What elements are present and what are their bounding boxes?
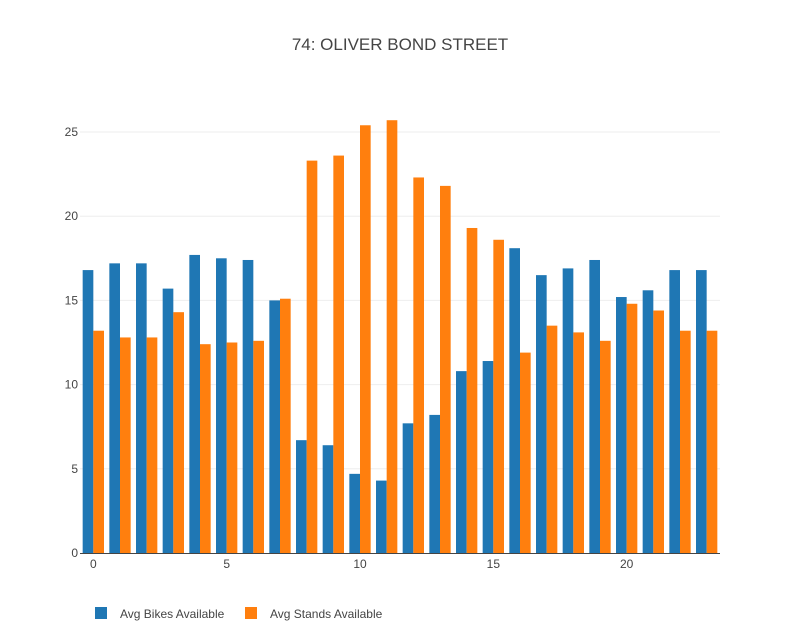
legend-item[interactable]: Avg Stands Available	[245, 607, 383, 621]
bikes-bar[interactable]	[136, 263, 147, 553]
stands-bar[interactable]	[120, 337, 131, 553]
y-tick-label: 10	[65, 378, 79, 392]
bikes-bar[interactable]	[296, 440, 307, 553]
y-tick-label: 5	[71, 462, 78, 476]
bikes-bar[interactable]	[189, 254, 200, 553]
stands-bar[interactable]	[546, 325, 558, 553]
y-tick-label: 0	[71, 546, 78, 560]
stands-bar[interactable]	[680, 330, 691, 553]
stands-bar[interactable]	[333, 155, 344, 553]
x-tick-label: 0	[90, 557, 97, 571]
bikes-bar[interactable]	[109, 263, 120, 553]
bikes-bar[interactable]	[349, 473, 360, 553]
legend-swatch	[95, 607, 107, 619]
stands-bar[interactable]	[706, 330, 718, 553]
chart-title: 74: OLIVER BOND STREET	[292, 35, 508, 54]
bikes-bar[interactable]	[376, 480, 387, 553]
legend-label: Avg Bikes Available	[120, 607, 225, 621]
stands-bar[interactable]	[493, 239, 504, 553]
bars	[82, 120, 718, 554]
bikes-bar[interactable]	[536, 275, 547, 553]
stands-bar[interactable]	[600, 340, 611, 553]
stands-bar[interactable]	[173, 312, 184, 553]
y-axis-ticks: 0 5 10 15 20 25	[65, 125, 79, 560]
stands-bar[interactable]	[360, 125, 371, 553]
x-tick-label: 5	[223, 557, 230, 571]
bikes-bar[interactable]	[696, 270, 707, 553]
bikes-bar[interactable]	[482, 361, 494, 553]
bikes-bar[interactable]	[162, 288, 174, 553]
y-tick-label: 15	[65, 293, 79, 307]
bikes-bar[interactable]	[216, 258, 227, 553]
bikes-bar[interactable]	[82, 270, 94, 553]
stands-bar[interactable]	[653, 310, 664, 553]
x-axis-ticks: 0 5 10 15 20	[90, 557, 634, 571]
bikes-bar[interactable]	[269, 300, 280, 553]
stands-bar[interactable]	[93, 330, 104, 553]
stands-bar[interactable]	[306, 160, 318, 553]
legend[interactable]: Avg Bikes Available Avg Stands Available	[95, 607, 383, 621]
x-tick-label: 15	[487, 557, 501, 571]
stands-bar[interactable]	[440, 185, 451, 553]
y-tick-label: 25	[65, 125, 79, 139]
bikes-bar[interactable]	[669, 270, 680, 553]
legend-swatch	[245, 607, 257, 619]
bikes-bar[interactable]	[509, 248, 520, 554]
bikes-bar[interactable]	[589, 259, 600, 553]
bikes-bar[interactable]	[562, 268, 574, 553]
stands-bar[interactable]	[413, 177, 424, 553]
stands-bar[interactable]	[386, 120, 398, 553]
x-tick-label: 10	[353, 557, 367, 571]
bikes-bar[interactable]	[616, 297, 627, 553]
bikes-bar[interactable]	[402, 423, 414, 553]
legend-label: Avg Stands Available	[270, 607, 383, 621]
bikes-bar[interactable]	[456, 371, 467, 553]
stands-bar[interactable]	[573, 332, 584, 553]
bikes-bar[interactable]	[642, 290, 654, 553]
bikes-bar[interactable]	[242, 259, 254, 553]
gridlines	[80, 131, 720, 470]
stands-bar[interactable]	[253, 340, 264, 553]
x-tick-label: 20	[620, 557, 634, 571]
bikes-bar[interactable]	[322, 445, 334, 553]
stands-bar[interactable]	[200, 344, 211, 553]
bikes-bar[interactable]	[429, 414, 440, 553]
stands-bar[interactable]	[226, 342, 238, 553]
legend-item[interactable]: Avg Bikes Available	[95, 607, 225, 621]
y-tick-label: 20	[65, 209, 79, 223]
stands-bar[interactable]	[466, 227, 478, 554]
stands-bar[interactable]	[626, 303, 638, 553]
stands-bar[interactable]	[520, 352, 531, 553]
stands-bar[interactable]	[146, 337, 158, 553]
stands-bar[interactable]	[280, 298, 291, 553]
